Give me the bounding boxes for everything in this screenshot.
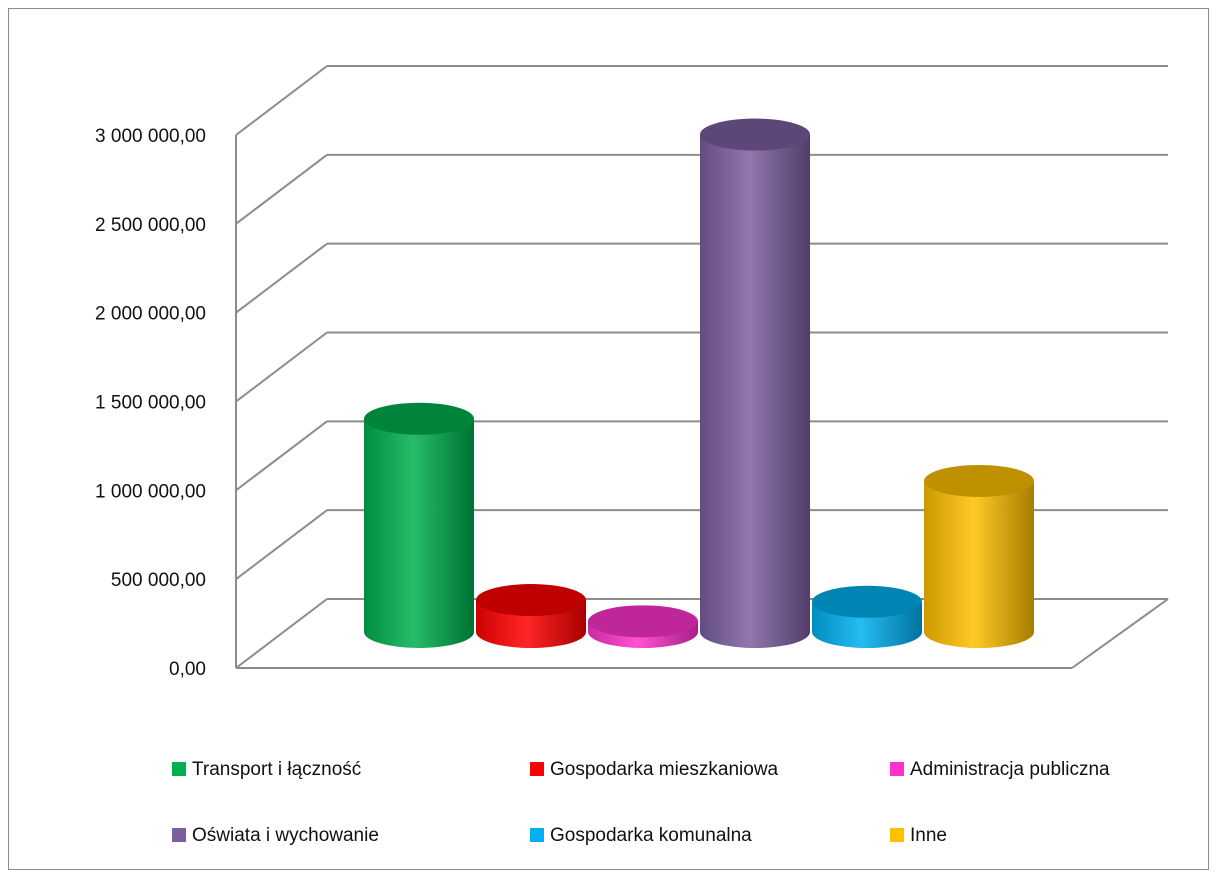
bar-body [924,480,1034,648]
legend-swatch [890,828,904,842]
bar-0 [364,402,474,648]
y-tick-label: 2 500 000,00 [95,215,206,236]
legend-item: Transport i łączność [172,759,361,780]
legend-swatch [890,762,904,776]
y-tick-label: 3 000 000,00 [95,126,206,147]
legend-swatch [172,828,186,842]
chart-frame [8,8,1209,870]
bar-top [700,118,810,151]
y-tick-label: 2 000 000,00 [95,304,206,325]
y-tick-label: 1 500 000,00 [95,393,206,414]
legend-item: Administracja publiczna [890,759,1110,780]
gridline-side [235,598,328,669]
legend-swatch [172,762,186,776]
legend-swatch [530,828,544,842]
bar-1 [476,584,586,648]
bar-4 [812,585,922,648]
gridline-side [235,65,328,136]
y-tick-label: 0,00 [169,659,206,680]
bar-top [364,402,474,435]
bar-top [812,585,922,618]
legend-label: Administracja publiczna [910,759,1110,780]
gridline-side [235,509,328,580]
bar-2 [588,605,698,648]
bar-5 [924,464,1034,648]
bar-3 [700,118,810,649]
y-tick-label: 1 000 000,00 [95,481,206,502]
gridline-side [235,331,328,403]
bars [364,118,1034,649]
bar-top [476,584,586,617]
bar-body [700,134,810,649]
legend-item: Gospodarka mieszkaniowa [530,759,779,780]
legend-swatch [530,762,544,776]
legend-label: Inne [910,825,947,846]
legend-label: Transport i łączność [192,759,361,780]
bar-body [364,418,474,648]
gridline-side [235,154,328,225]
gridline-side [235,420,328,492]
bar-top [588,605,698,638]
legend-label: Gospodarka komunalna [550,825,752,846]
legend-item: Gospodarka komunalna [530,825,752,846]
y-axis: 0,00 500 000,00 1 000 000,00 1 500 000,00 2 … [95,126,206,680]
bar-top [924,464,1034,497]
legend-item: Inne [890,825,947,846]
legend: Transport i łączność Gospodarka mieszkani… [172,759,1110,846]
y-tick-label: 500 000,00 [111,570,206,591]
legend-label: Oświata i wychowanie [192,825,379,846]
floor-right-edge [1071,598,1169,669]
legend-item: Oświata i wychowanie [172,825,379,846]
gridline-side [235,242,328,314]
legend-label: Gospodarka mieszkaniowa [550,759,779,780]
